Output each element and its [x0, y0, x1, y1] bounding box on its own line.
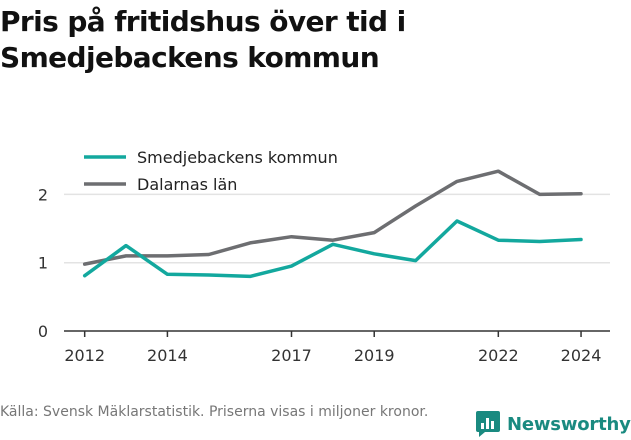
chart-title-line-2: Smedjebackens kommun — [0, 41, 380, 74]
x-tick-label: 2012 — [64, 346, 105, 365]
legend: Smedjebackens kommun Dalarnas län — [84, 148, 338, 194]
brand-name: Newsworthy — [507, 413, 631, 435]
series-line-1 — [82, 219, 583, 279]
line-chart: 0 1 2 2012 2014 2017 2019 2022 2024 Smedjebacken… — [38, 148, 610, 365]
legend-label: Dalarnas län — [137, 175, 237, 194]
y-tick-label: 0 — [38, 322, 48, 341]
brand: Newsworthy — [475, 408, 631, 440]
newsworthy-logo-icon — [476, 411, 500, 437]
x-tick-label: 2014 — [147, 346, 188, 365]
legend-label: Smedjebackens kommun — [137, 148, 338, 167]
axis-layer: 0 1 2 2012 2014 2017 2019 2022 2024 — [38, 185, 610, 365]
x-tick-label: 2017 — [271, 346, 312, 365]
series-line-2 — [82, 169, 583, 266]
grid-layer — [64, 193, 610, 264]
x-tick-label: 2019 — [354, 346, 395, 365]
y-tick-label: 1 — [38, 254, 48, 273]
chart-title: Pris på fritidshus över tid i Smedjeback… — [0, 4, 631, 76]
series-layer — [82, 169, 583, 279]
x-tick-label: 2022 — [478, 346, 519, 365]
chart-title-line-1: Pris på fritidshus över tid i — [0, 5, 406, 38]
y-tick-label: 2 — [38, 185, 48, 204]
x-tick-label: 2024 — [561, 346, 602, 365]
source-note: Källa: Svensk Mäklarstatistik. Priserna … — [0, 404, 429, 420]
